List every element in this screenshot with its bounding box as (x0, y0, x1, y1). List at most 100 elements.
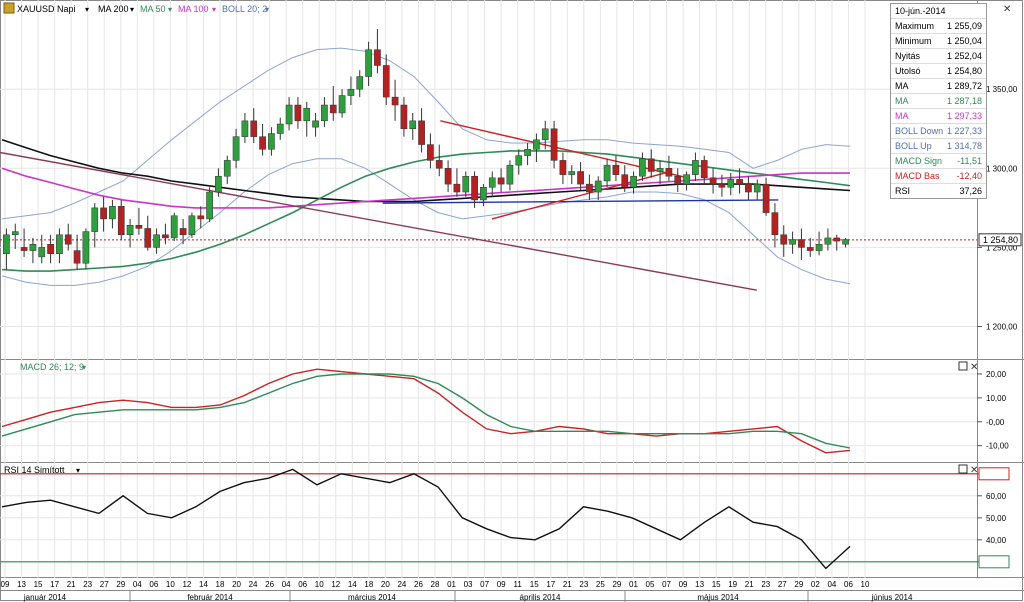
candle-body (197, 215, 205, 220)
x-day-label: 06 (844, 580, 853, 589)
ma50-label[interactable]: MA 50 (140, 4, 166, 14)
trend-line[interactable] (440, 120, 689, 179)
candle (577, 161, 584, 191)
info-row-label: RSI (895, 186, 911, 196)
candle (64, 223, 72, 251)
candle (559, 152, 567, 185)
candle (462, 171, 470, 197)
x-day-label: 07 (480, 580, 489, 589)
x-day-label: 04 (827, 580, 836, 589)
candle (798, 228, 805, 261)
symbol-label[interactable]: XAUUSD Napi (17, 4, 76, 14)
2-y-tick-label: 60,00 (986, 492, 1007, 501)
series-ma-50 (1, 150, 851, 272)
x-day-label: 04 (133, 580, 142, 589)
candle-body (577, 171, 584, 185)
candle-body (259, 136, 266, 150)
trend-line[interactable] (491, 170, 671, 220)
candle-body (780, 234, 788, 245)
rsi-panel (0, 468, 977, 570)
macd-maximize-icon[interactable] (958, 361, 968, 371)
ma100-label[interactable]: MA 100 (178, 4, 209, 14)
series-ma-100 (1, 167, 850, 209)
info-row-label: MACD Sign (895, 156, 943, 166)
x-day-label: 11 (514, 580, 523, 589)
candle-body (471, 175, 478, 201)
x-day-label: 23 (761, 580, 770, 589)
x-day-label: 15 (34, 580, 43, 589)
0-y-tick-label: 1 300,00 (986, 164, 1018, 173)
candle (815, 231, 823, 256)
symbol-dropdown-icon[interactable]: ▾ (85, 5, 89, 14)
candle (294, 97, 302, 129)
candle (38, 234, 46, 264)
candle (144, 215, 152, 251)
info-row-label: MA (895, 81, 909, 91)
chart-close-icon[interactable]: ✕ (1003, 4, 1011, 15)
candle (223, 155, 231, 185)
toolbar: XAUUSD Napi ▾ MA 200 ▾ MA 50 ▾ MA 100 ▾ … (3, 2, 269, 14)
candle-body (524, 149, 531, 156)
candle (656, 160, 664, 185)
info-row-value: -11,51 (957, 156, 982, 166)
candle (727, 173, 735, 196)
candle-body (64, 234, 72, 245)
info-row-value: 1 297,33 (946, 111, 982, 121)
candle (418, 108, 425, 153)
ma50-dropdown-icon[interactable]: ▾ (168, 5, 172, 14)
last-price-box (978, 233, 1022, 247)
boll-dropdown-icon[interactable]: ▾ (265, 5, 269, 14)
candle (533, 133, 540, 162)
trend-line[interactable] (0, 151, 757, 291)
macd-close-icon[interactable]: ✕ (970, 362, 978, 373)
rsi-level-box (978, 555, 1010, 569)
boll-label[interactable]: BOLL 20; 2 (222, 4, 267, 14)
macd-panel (1, 368, 851, 454)
candle (11, 223, 19, 249)
candle-body (170, 215, 178, 239)
candle-body (533, 139, 540, 150)
x-day-label: 13 (17, 580, 26, 589)
x-day-label: 04 (282, 580, 291, 589)
x-day-label: 28 (431, 580, 440, 589)
x-day-label: 23 (83, 580, 92, 589)
info-box: 10-jún.-2014 Maximum 1 255,09 Minimum 1 250… (890, 3, 987, 199)
candle-body (73, 250, 81, 264)
x-day-label: 20 (381, 580, 390, 589)
ma100-dropdown-icon[interactable]: ▾ (212, 5, 216, 14)
candle-body (250, 120, 258, 137)
rsi-title[interactable]: RSI 14 Simított (4, 465, 65, 475)
candle (312, 112, 319, 137)
macd-dropdown-icon[interactable]: ▾ (82, 363, 86, 372)
ma200-dropdown-icon[interactable]: ▾ (130, 5, 134, 14)
info-row-value: 1 314,78 (946, 141, 982, 151)
series-ma-200 (1, 139, 851, 203)
info-row: MA 1 287,18 (891, 93, 986, 108)
info-row-label: BOLL Up (895, 141, 932, 151)
x-day-label: 03 (464, 580, 473, 589)
candle (135, 207, 143, 235)
info-row-value: 1 254,80 (946, 66, 982, 76)
candle (73, 234, 81, 270)
x-day-label: 09 (497, 580, 506, 589)
rsi-dropdown-icon[interactable]: ▾ (76, 466, 80, 475)
x-day-label: 27 (778, 580, 787, 589)
candle-body (47, 243, 54, 254)
x-month-label: február 2014 (187, 593, 233, 602)
candle (550, 120, 558, 169)
macd-title[interactable]: MACD 26; 12; 9 (20, 362, 84, 372)
trend-line[interactable] (382, 199, 779, 204)
candle (833, 234, 841, 251)
ma200-label[interactable]: MA 200 (98, 4, 129, 14)
candle (20, 228, 28, 257)
x-day-label: 12 (331, 580, 340, 589)
candle-body (418, 120, 425, 145)
2-y-tick-label: 50,00 (986, 514, 1007, 523)
x-day-label: 21 (563, 580, 572, 589)
rsi-close-icon[interactable]: ✕ (970, 465, 978, 476)
x-day-label: 14 (348, 580, 357, 589)
info-row-value: 1 227,33 (946, 126, 982, 136)
rsi-maximize-icon[interactable] (958, 464, 968, 474)
candle (303, 101, 311, 137)
